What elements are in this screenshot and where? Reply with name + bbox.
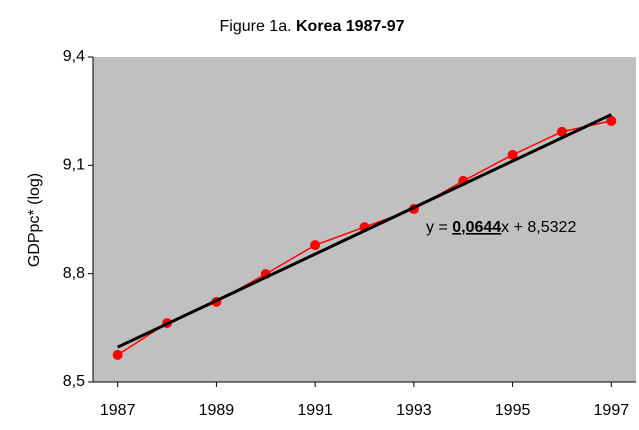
y-axis-label: GDPpc* (log)	[26, 173, 43, 267]
data-point	[310, 240, 321, 251]
x-tick-label: 1989	[199, 402, 235, 419]
y-tick-label: 9,4	[63, 48, 85, 65]
x-tick-label: 1987	[100, 402, 136, 419]
x-tick-label: 1993	[396, 402, 432, 419]
data-point	[112, 349, 123, 360]
y-tick-label: 9,1	[63, 157, 85, 174]
title-prefix: Figure 1a.	[220, 18, 296, 35]
equation-slope: 0,0644	[452, 219, 501, 236]
data-point	[606, 115, 617, 126]
trend-line	[117, 113, 612, 349]
equation-suffix: x + 8,5322	[501, 219, 576, 236]
equation-prefix: y =	[426, 219, 452, 236]
x-tick-label: 1991	[297, 402, 333, 419]
data-point	[556, 126, 567, 137]
x-tick-label: 1995	[495, 402, 531, 419]
title-main: Korea 1987-97	[296, 18, 405, 35]
trend-equation: y = 0,0644x + 8,5322	[426, 219, 576, 236]
y-tick-label: 8,5	[63, 373, 85, 390]
plot-area	[93, 57, 636, 382]
x-tick-label: 1997	[594, 402, 630, 419]
y-tick-label: 8,8	[63, 265, 85, 282]
chart-title: Figure 1a. Korea 1987-97	[220, 18, 405, 35]
data-point	[507, 149, 518, 160]
